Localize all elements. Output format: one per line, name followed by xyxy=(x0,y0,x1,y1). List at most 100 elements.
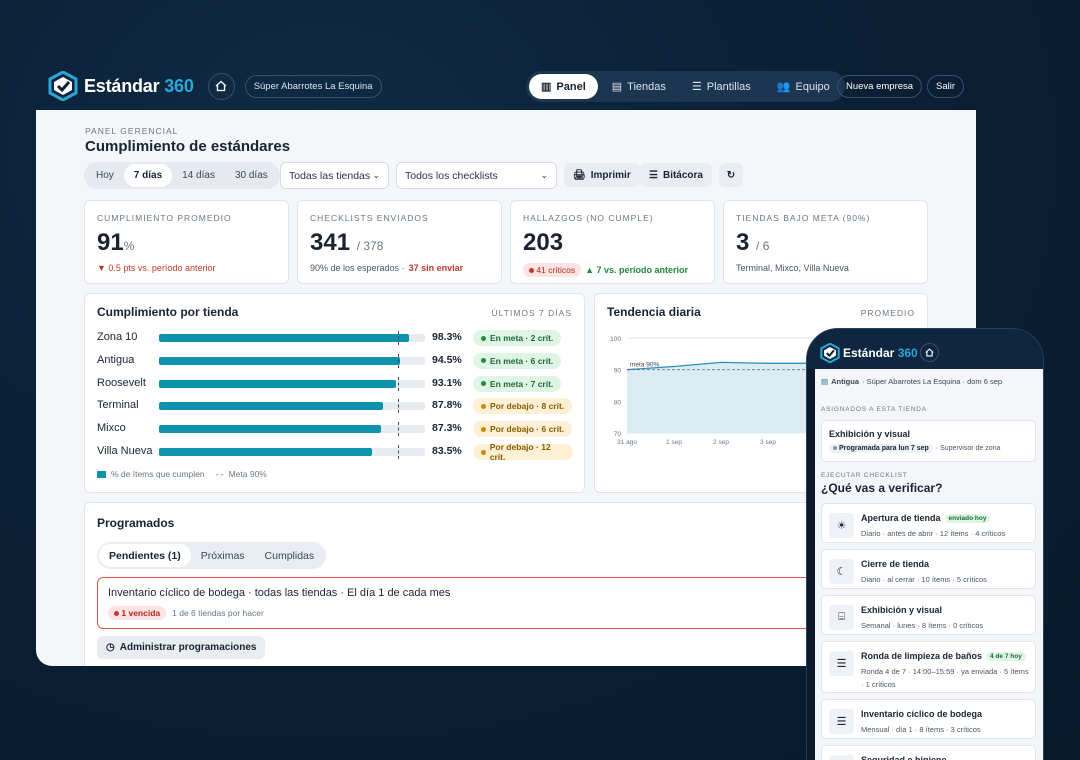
logout-button[interactable]: Salir xyxy=(927,75,965,98)
scheduled-item-title: Inventario cíclico de bodega · todas las… xyxy=(108,587,451,599)
store-name: Mixco xyxy=(97,422,126,435)
kpi-label: HALLAZGOS (NO CUMPLE) xyxy=(523,213,654,223)
checklist-title: Seguridad e higiene xyxy=(861,755,947,760)
kpi-findings: HALLAZGOS (NO CUMPLE) 203 41 críticos ▲ 7… xyxy=(510,200,715,284)
brand-name: Estándar 360 xyxy=(84,75,194,96)
checklist-card[interactable]: ☀ Apertura de tienda enviado hoy Diario · a… xyxy=(821,503,1036,543)
store-row[interactable]: Terminal 87.8% Por debajo · 8 crít. xyxy=(97,398,573,415)
compliance-percent: 98.3% xyxy=(432,331,462,343)
checklist-title: Inventario cíclico de bodega xyxy=(861,709,983,719)
compliance-bar xyxy=(159,356,400,365)
x-tick-label: 2 sep xyxy=(713,439,729,446)
page-title: Cumplimiento de estándares xyxy=(85,138,291,155)
checklist-sub: Ronda 4 de 7 · 14:00–15:59 · ya enviada … xyxy=(861,667,1029,689)
log-button[interactable]: ☰ Bitácora xyxy=(640,163,712,187)
print-icon: 🖨 xyxy=(573,169,586,181)
store-selector[interactable]: Súper Abarrotes La Esquina xyxy=(244,74,382,98)
print-button[interactable]: 🖨 Imprimir xyxy=(564,163,640,187)
compliance-bar xyxy=(159,448,372,456)
range-7-days[interactable]: 7 días xyxy=(123,164,173,187)
mobile-store-line: ▤ Antigua · Súper Abarrotes La Esquina · d… xyxy=(821,377,1003,386)
kpi-checklists-sent: CHECKLISTS ENVIADOS 341 / 378 90% de los… xyxy=(297,200,502,284)
exec-label: EJECUTAR CHECKLIST xyxy=(821,472,908,479)
kpi-value: 91% xyxy=(97,229,135,256)
assigned-checklist[interactable]: Exhibición y visual Programada para lun … xyxy=(821,420,1036,462)
compliance-percent: 87.3% xyxy=(432,422,462,435)
bar-chart-icon: ▥ xyxy=(541,81,552,93)
card-title: Programados xyxy=(97,516,175,530)
status-badge: En meta · 7 crít. xyxy=(473,375,562,392)
range-30-days[interactable]: 30 días xyxy=(234,170,268,181)
tab-pending[interactable]: Pendientes (1) xyxy=(99,544,191,567)
mobile-question: ¿Qué vas a verificar? xyxy=(821,481,943,495)
store-row[interactable]: Villa Nueva 83.5% Por debajo · 12 crít. xyxy=(97,442,573,462)
tab-plantillas[interactable]: ☰ Plantillas xyxy=(691,80,751,94)
scheduled-card: Programados Pendientes (1) Próximas Cump… xyxy=(84,502,944,666)
checklist-filter-select[interactable]: Todos los checklists ⌄ xyxy=(396,162,557,189)
kpi-stores-below: TIENDAS BAJO META (90%) 3 / 6 Terminal, … xyxy=(723,200,928,284)
checklist-card[interactable]: ☾ Cierre de tienda Diario · al cerrar · 10… xyxy=(821,549,1036,589)
critical-badge: 41 críticos xyxy=(523,263,582,277)
scheduled-tabs: Pendientes (1) Próximas Cumplidas xyxy=(97,542,327,569)
store-name: Terminal xyxy=(97,399,139,412)
home-button[interactable] xyxy=(207,72,235,100)
kpi-label: TIENDAS BAJO META (90%) xyxy=(736,213,871,223)
overdue-badge: 1 vencida xyxy=(108,606,167,620)
assigned-meta: Programada para lun 7 sep · Supervisor d… xyxy=(829,444,1000,453)
store-icon: ▤ xyxy=(821,377,829,386)
date-range-selector: Hoy 7 días 14 días 30 días xyxy=(84,162,280,189)
range-14-days[interactable]: 14 días xyxy=(182,170,215,181)
scheduled-item[interactable]: Inventario cíclico de bodega · todas las… xyxy=(97,577,827,629)
status-badge: Por debajo · 6 crít. xyxy=(473,421,573,438)
chevron-down-icon: ⌄ xyxy=(372,170,380,180)
checklist-card[interactable]: ⌸ Exhibición y visual Semanal · lunes · 8 … xyxy=(821,595,1036,635)
checklist-card[interactable]: ☰ Inventario cíclico de bodega Mensual · d… xyxy=(821,699,1036,739)
top-navigation: Estándar 360 Súper Abarrotes La Esquina … xyxy=(36,62,976,110)
checklist-card[interactable]: ☰ Ronda de limpieza de baños 4 de 7 hoy Ron… xyxy=(821,641,1036,693)
status-badge: En meta · 6 crít. xyxy=(473,352,562,369)
list-icon: ☰ xyxy=(691,81,702,93)
checklist-card[interactable]: ☰ Seguridad e higiene xyxy=(821,745,1036,760)
compliance-bar-track xyxy=(159,376,425,391)
store-name: Villa Nueva xyxy=(97,445,153,457)
store-name: Roosevelt xyxy=(97,376,146,389)
store-row[interactable]: Roosevelt 93.1% En meta · 7 crít. xyxy=(97,375,573,392)
checklist-sub: Diario · al cerrar · 10 ítems · 5 crític… xyxy=(861,575,987,584)
compliance-percent: 93.1% xyxy=(432,376,462,389)
store-filter-select[interactable]: Todas las tiendas ⌄ xyxy=(280,162,389,189)
logo-icon xyxy=(48,71,78,101)
tab-panel[interactable]: ▥ Panel xyxy=(529,74,598,99)
list-icon: ☰ xyxy=(829,651,854,676)
status-badge: Por debajo · 8 crít. xyxy=(473,398,573,415)
mobile-header: Estándar 360 xyxy=(807,329,1043,369)
home-icon xyxy=(925,348,934,357)
tab-equipo[interactable]: 👥 Equipo xyxy=(776,80,830,94)
tab-tiendas[interactable]: ▤ Tiendas xyxy=(611,80,666,94)
assigned-title: Exhibición y visual xyxy=(829,429,911,439)
tab-upcoming[interactable]: Próximas xyxy=(200,549,245,562)
new-company-button[interactable]: Nueva empresa xyxy=(837,75,923,98)
kpi-value: 341 / 378 xyxy=(310,229,384,256)
manage-schedules-button[interactable]: ◷ Administrar programaciones xyxy=(97,636,266,659)
card-title: Cumplimiento por tienda xyxy=(97,305,239,319)
checklist-tag: enviado hoy xyxy=(944,513,991,523)
brand-logo[interactable]: Estándar 360 xyxy=(48,71,194,101)
kpi-sub: 90% de los esperados · 37 sin enviar xyxy=(310,263,464,273)
tab-completed[interactable]: Cumplidas xyxy=(264,549,315,562)
compliance-bar xyxy=(159,334,410,342)
refresh-button[interactable]: ↻ xyxy=(719,163,743,187)
store-row[interactable]: Antigua 94.5% En meta · 6 crít. xyxy=(97,352,573,369)
checklist-sub: Semanal · lunes · 8 ítems · 0 críticos xyxy=(861,621,984,630)
moon-icon: ☾ xyxy=(829,559,854,584)
store-row[interactable]: Mixco 87.3% Por debajo · 6 crít. xyxy=(97,421,573,438)
clock-icon: ◷ xyxy=(106,642,115,653)
users-icon: 👥 xyxy=(776,81,791,93)
range-today[interactable]: Hoy xyxy=(96,170,114,181)
kpi-sub: 41 críticos ▲ 7 vs. período anterior xyxy=(523,263,688,277)
home-button[interactable] xyxy=(920,343,939,362)
assigned-label: ASIGNADOS A ESTA TIENDA xyxy=(821,406,927,413)
store-row[interactable]: Zona 10 98.3% En meta · 2 crít. xyxy=(97,330,573,346)
shelf-icon: ⌸ xyxy=(829,605,854,630)
kpi-sub: Terminal, Mixco, Villa Nueva xyxy=(736,263,849,273)
y-tick-label: 80 xyxy=(614,399,622,406)
